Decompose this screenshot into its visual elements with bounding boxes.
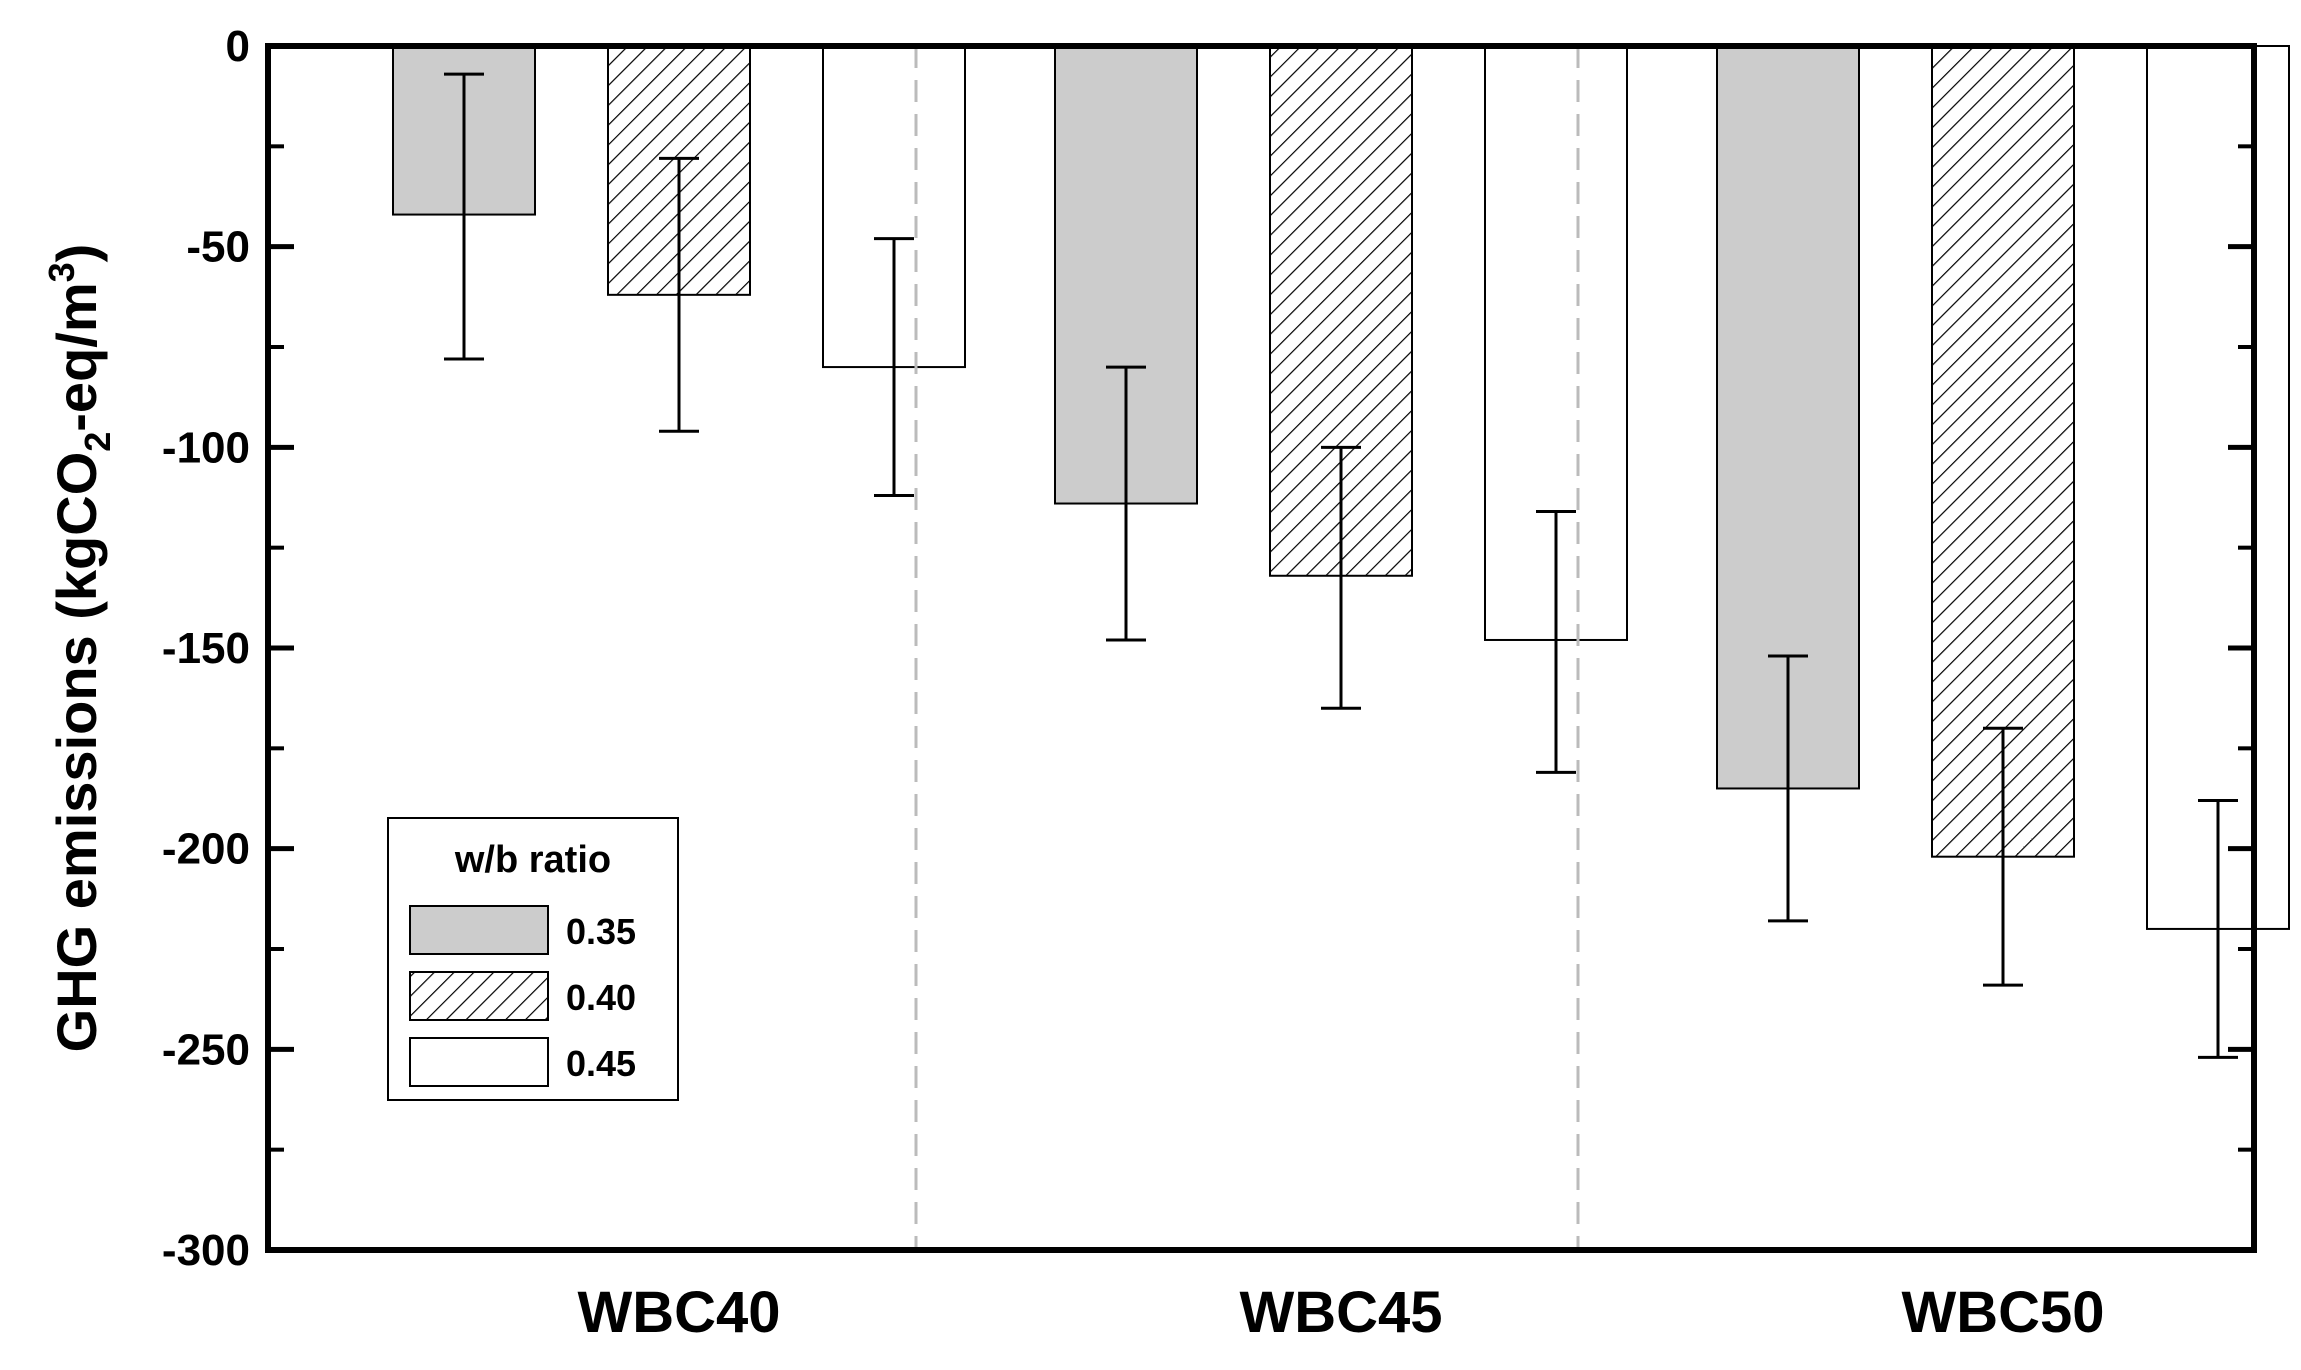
y-axis-title-sup: 3 bbox=[41, 262, 82, 282]
category-label-wbc50: WBC50 bbox=[1901, 1280, 2104, 1345]
y-tick-label: -250 bbox=[162, 1025, 250, 1074]
y-tick-label: -100 bbox=[162, 423, 250, 472]
y-axis-title-middle: -eq/m bbox=[45, 282, 108, 431]
legend-label-0_35: 0.35 bbox=[566, 911, 636, 952]
axes-layer: 0 -50 -100 -150 -200 -250 -300 WBC40 WBC45 WBC50 G… bbox=[41, 22, 2257, 1345]
y-tick-label: -50 bbox=[186, 223, 250, 272]
legend-label-0_45: 0.45 bbox=[566, 1043, 636, 1084]
error-bar-wbc45-0_45 bbox=[1536, 510, 1576, 774]
bar-wbc50-0_40 bbox=[1931, 45, 2075, 858]
legend-label-0_40: 0.40 bbox=[566, 977, 636, 1018]
y-tick-label: -200 bbox=[162, 825, 250, 874]
error-bar-wbc50-0_45 bbox=[2198, 799, 2238, 1059]
legend-swatch-0_45 bbox=[409, 1037, 549, 1087]
error-bar-wbc40-0_40 bbox=[659, 156, 699, 433]
y-axis-title-sub: 2 bbox=[77, 432, 118, 452]
legend-swatch-0_35 bbox=[409, 905, 549, 955]
error-bar-wbc40-0_45 bbox=[874, 237, 914, 497]
error-bar-wbc45-0_35 bbox=[1106, 365, 1146, 642]
legend: w/b ratio 0.35 0.40 0.45 bbox=[387, 817, 679, 1101]
y-tick-label: -150 bbox=[162, 624, 250, 673]
category-label-wbc45: WBC45 bbox=[1239, 1280, 1442, 1345]
y-tick-label: -300 bbox=[162, 1226, 250, 1275]
y-axis-title-suffix: ) bbox=[45, 244, 108, 263]
bar-wbc50-0_45 bbox=[2146, 45, 2290, 930]
bars-layer bbox=[392, 45, 2290, 930]
y-axis-title: GHG emissions (kgCO2-eq/m3) bbox=[41, 244, 118, 1053]
error-bars-layer bbox=[444, 72, 2238, 1059]
error-bar-wbc45-0_40 bbox=[1321, 445, 1361, 710]
error-bar-wbc50-0_40 bbox=[1983, 726, 2023, 987]
error-bar-wbc40-0_35 bbox=[444, 72, 484, 361]
group-separators bbox=[914, 46, 1580, 1250]
y-axis-title-prefix: GHG emissions (kgCO bbox=[45, 452, 108, 1053]
legend-swatch-0_40 bbox=[409, 971, 549, 1021]
y-tick-label: 0 bbox=[226, 22, 250, 71]
legend-title: w/b ratio bbox=[454, 839, 611, 881]
category-label-wbc40: WBC40 bbox=[577, 1280, 780, 1345]
error-bar-wbc50-0_35 bbox=[1768, 654, 1808, 923]
